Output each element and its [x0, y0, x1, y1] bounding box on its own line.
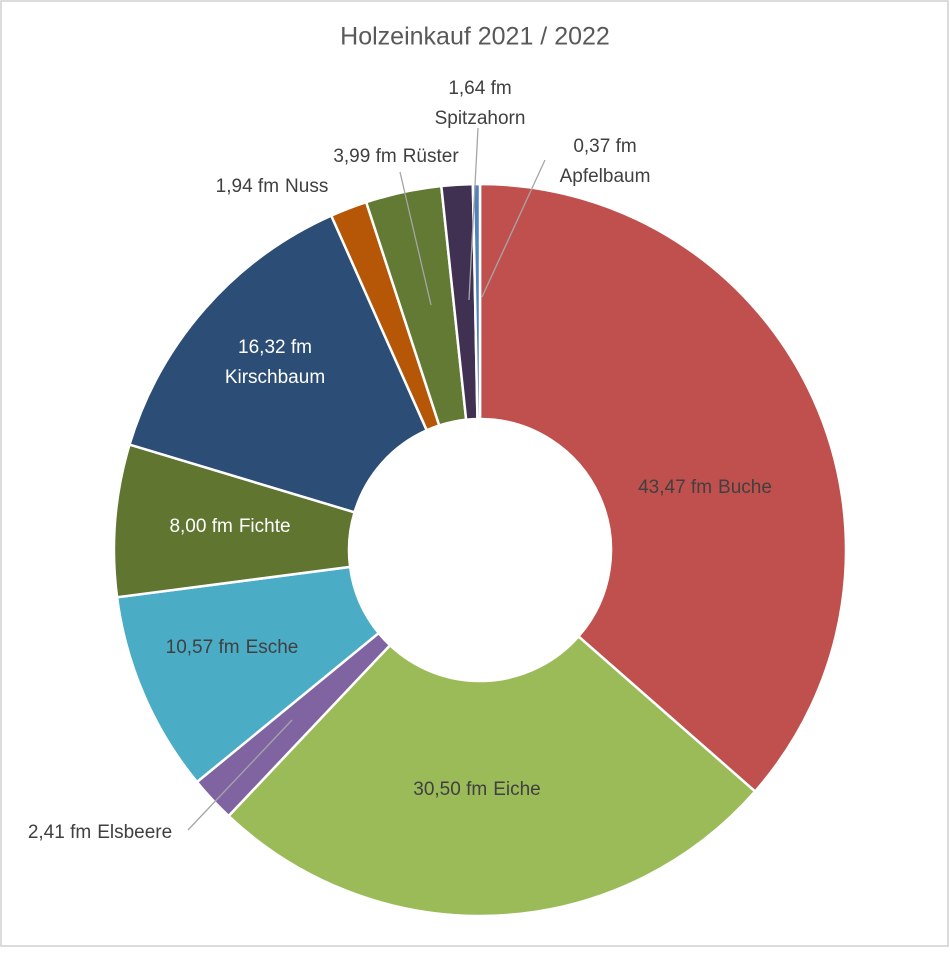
category-label: Esche [246, 637, 299, 658]
value-label: 30,50 fm [413, 779, 487, 800]
value-label: 0,37 fm [573, 136, 636, 157]
data-label: 16,32 fm [238, 337, 312, 358]
data-label: 0,37 fm [573, 136, 636, 157]
data-label: Spitzahorn [435, 108, 526, 129]
value-label: 43,47 fm [638, 477, 712, 498]
value-label: 8,00 fm [169, 516, 232, 537]
value-label: 1,94 fm [216, 176, 279, 197]
category-label: Eiche [493, 779, 541, 800]
data-label: Kirschbaum [225, 367, 325, 388]
leader-line [187, 719, 293, 831]
category-label: Spitzahorn [435, 108, 526, 129]
data-label: Apfelbaum [560, 166, 651, 187]
donut-slice [478, 182, 848, 794]
value-label: 10,57 fm [166, 637, 240, 658]
data-label: 3,99 fm Rüster [333, 146, 459, 167]
category-label: Rüster [403, 146, 460, 167]
category-label: Elsbeere [97, 822, 172, 843]
donut-slice [127, 213, 429, 514]
value-label: 2,41 fm [28, 822, 91, 843]
value-label: 3,99 fm [333, 146, 396, 167]
leader-line [481, 159, 546, 298]
value-label: 1,64 fm [448, 78, 511, 99]
donut-slice [226, 634, 757, 918]
data-label: 8,00 fm Fichte [169, 516, 290, 537]
data-label: 2,41 fm Elsbeere [28, 822, 172, 843]
category-label: Nuss [285, 176, 328, 197]
data-label: 30,50 fm Eiche [413, 779, 540, 800]
data-label: 10,57 fm Esche [166, 637, 299, 658]
donut-slice [115, 565, 381, 784]
data-label: 43,47 fm Buche [638, 477, 772, 498]
chart-title: Holzeinkauf 2021 / 2022 [340, 23, 610, 51]
leader-line [399, 171, 432, 306]
leader-line [468, 127, 479, 301]
data-label: 1,64 fm [448, 78, 511, 99]
category-label: Buche [718, 477, 772, 498]
data-label: 1,94 fm Nuss [216, 176, 329, 197]
category-label: Fichte [239, 516, 291, 537]
category-label: Kirschbaum [225, 367, 325, 388]
category-label: Apfelbaum [560, 166, 651, 187]
value-label: 16,32 fm [238, 337, 312, 358]
